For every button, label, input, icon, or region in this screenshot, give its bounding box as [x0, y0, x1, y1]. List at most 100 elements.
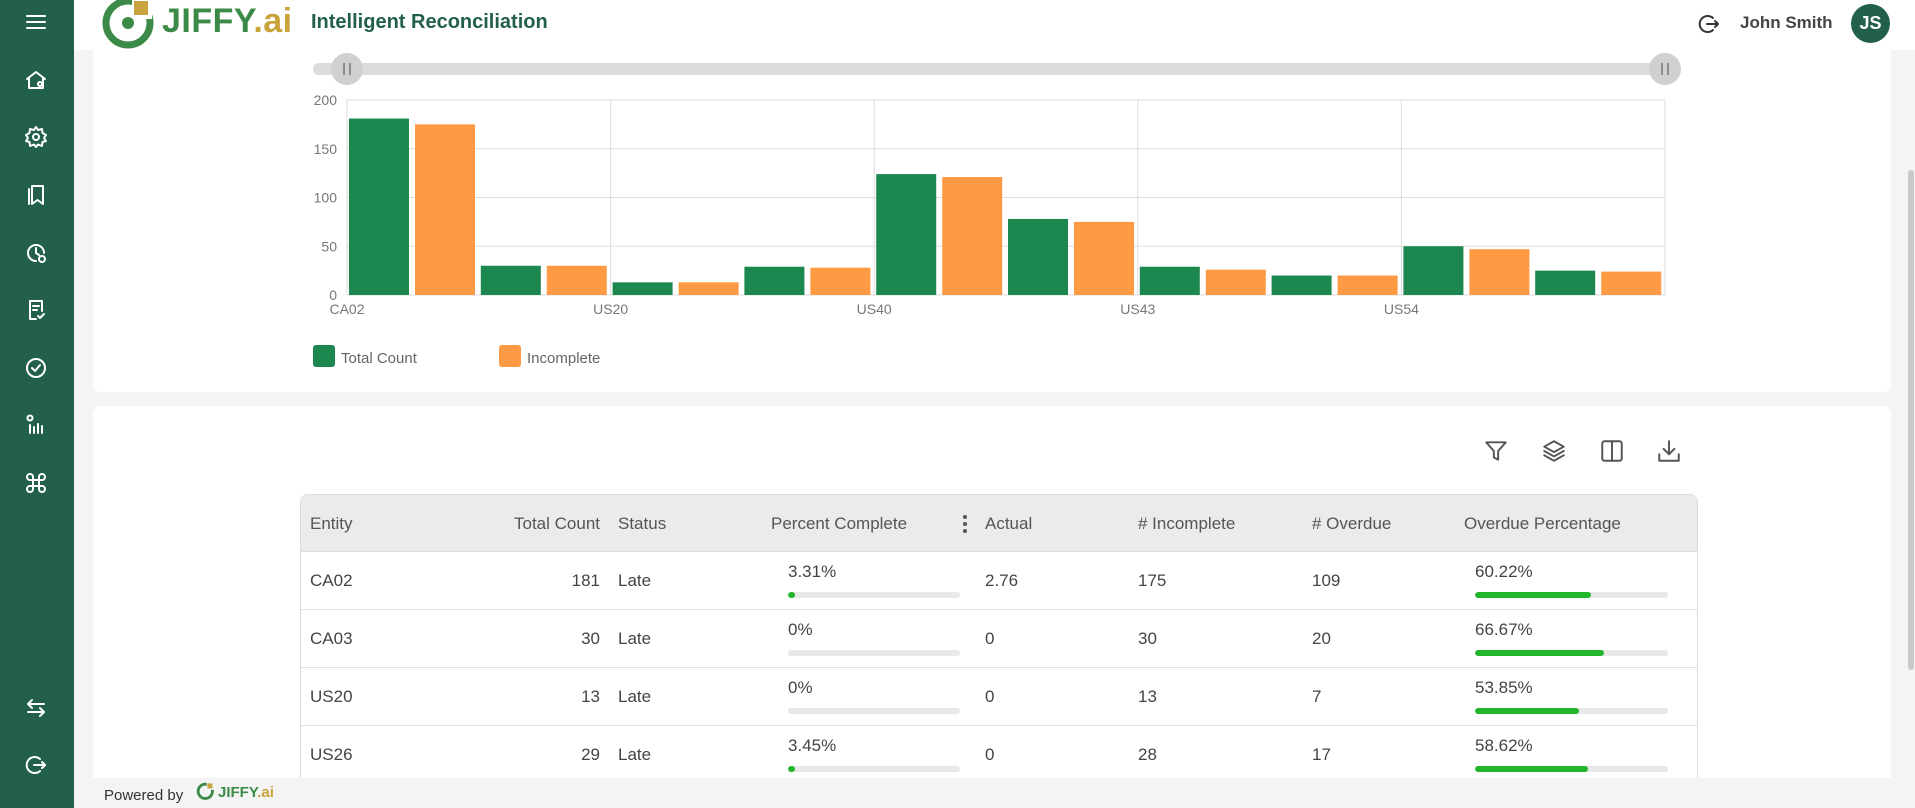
jiffy-logo[interactable]: JIFFY.ai — [102, 0, 293, 50]
cell-incomplete: 175 — [1138, 571, 1167, 590]
command-icon[interactable] — [22, 469, 50, 497]
bar-total-count-us55[interactable] — [1535, 270, 1596, 295]
bookmarks-icon[interactable] — [22, 181, 50, 209]
overdue-percentage-bar — [1475, 592, 1668, 598]
percent-complete-bar-fill — [788, 592, 795, 598]
header-incomplete[interactable]: # Incomplete — [1138, 514, 1236, 533]
page-scrollbar[interactable] — [1908, 170, 1914, 670]
cell-overdue-percentage: 58.62% — [1475, 736, 1533, 755]
layers-icon[interactable] — [1539, 436, 1569, 466]
column-menu-icon[interactable] — [961, 513, 969, 535]
percent-complete-bar — [788, 708, 960, 714]
table-row[interactable]: CA03 30 Late 0% 0 30 20 66.67% — [301, 610, 1697, 668]
header-status[interactable]: Status — [618, 514, 667, 533]
bar-incomplete-us55[interactable] — [1601, 271, 1662, 295]
table-row[interactable]: US20 13 Late 0% 0 13 7 53.85% — [301, 668, 1697, 726]
bar-total-count-us20[interactable] — [612, 282, 673, 295]
header-overdue[interactable]: # Overdue — [1312, 514, 1392, 533]
tasks-icon[interactable] — [22, 296, 50, 324]
overdue-percentage-bar-fill — [1475, 708, 1579, 714]
bar-total-count-us43[interactable] — [1139, 266, 1200, 295]
bar-total-count-us41[interactable] — [1008, 218, 1068, 295]
analytics-icon[interactable] — [22, 411, 50, 439]
header-total-count[interactable]: Total Count — [514, 514, 600, 533]
y-tick-label: 0 — [329, 287, 337, 303]
overdue-percentage-bar-fill — [1475, 592, 1592, 598]
table-row[interactable]: CA02 181 Late 3.31% 2.76 175 109 60.22% — [301, 552, 1697, 610]
cell-actual: 0 — [985, 629, 995, 648]
bar-total-count-us46[interactable] — [1271, 275, 1332, 296]
cell-total-count: 13 — [581, 687, 600, 706]
x-tick-label: US20 — [593, 301, 628, 317]
bar-incomplete-us43[interactable] — [1205, 269, 1266, 295]
legend-label-incomplete[interactable]: Incomplete — [527, 350, 600, 367]
cell-status: Late — [618, 571, 652, 590]
slider-handle-left[interactable] — [331, 53, 363, 85]
bar-total-count-ca02[interactable] — [349, 118, 409, 296]
bar-incomplete-ca03[interactable] — [546, 265, 607, 295]
cell-status: Late — [618, 745, 652, 764]
settings-icon[interactable] — [22, 123, 50, 151]
table-body: CA02 181 Late 3.31% 2.76 175 109 60.22% CA03 30 La… — [301, 552, 1697, 784]
bar-incomplete-us40[interactable] — [942, 177, 1003, 295]
chart-card: 0 50 100 150 200 CA02 US20 US40 US43 US54 Total C… — [93, 50, 1891, 392]
bar-total-count-ca03[interactable] — [480, 265, 541, 295]
header-logout-icon[interactable] — [1697, 12, 1723, 38]
overdue-percentage-bar — [1475, 708, 1668, 714]
table-row[interactable]: US26 29 Late 3.45% 0 28 17 58.62% — [301, 726, 1697, 784]
bar-incomplete-us41[interactable] — [1074, 221, 1134, 295]
schedule-icon[interactable] — [22, 239, 50, 267]
bar-incomplete-ca02[interactable] — [415, 124, 475, 295]
bar-total-count-us26[interactable] — [744, 266, 805, 295]
header-percent-complete[interactable]: Percent Complete — [771, 514, 908, 533]
app-title: Intelligent Reconciliation — [311, 11, 548, 33]
cell-incomplete: 28 — [1138, 745, 1157, 764]
logout-icon[interactable] — [22, 751, 50, 779]
columns-icon[interactable] — [1597, 436, 1627, 466]
footer: Powered by JIFFY.ai — [74, 778, 1915, 808]
cell-status: Late — [618, 629, 652, 648]
header-overdue-percentage[interactable]: Overdue Percentage — [1464, 514, 1621, 533]
user-name[interactable]: John Smith — [1740, 13, 1833, 32]
cell-entity: CA03 — [310, 629, 353, 648]
percent-complete-bar — [788, 650, 960, 656]
cell-total-count: 181 — [571, 571, 600, 590]
check-circle-icon[interactable] — [22, 354, 50, 382]
legend-swatch-incomplete[interactable] — [499, 345, 521, 367]
swap-icon[interactable] — [22, 694, 50, 722]
cell-overdue-percentage: 60.22% — [1475, 562, 1533, 581]
bar-total-count-us40[interactable] — [876, 174, 937, 295]
range-slider[interactable] — [313, 53, 1681, 85]
cell-percent-complete: 0% — [788, 620, 813, 639]
header-entity[interactable]: Entity — [310, 514, 353, 533]
menu-icon[interactable] — [22, 8, 50, 36]
legend-label-total-count[interactable]: Total Count — [341, 350, 418, 367]
y-tick-label: 50 — [321, 238, 337, 254]
bar-incomplete-us46[interactable] — [1337, 275, 1398, 296]
footer-logo-mark-icon — [196, 782, 214, 800]
y-tick-label: 200 — [314, 92, 338, 108]
filter-icon[interactable] — [1481, 436, 1511, 466]
home-icon[interactable] — [22, 66, 50, 94]
bar-total-count-us54[interactable] — [1403, 246, 1464, 295]
download-icon[interactable] — [1654, 436, 1684, 466]
percent-complete-bar-fill — [788, 766, 795, 772]
cell-overdue-percentage: 66.67% — [1475, 620, 1533, 639]
bar-incomplete-us54[interactable] — [1469, 249, 1530, 295]
overdue-percentage-bar — [1475, 766, 1668, 772]
cell-actual: 2.76 — [985, 571, 1019, 590]
slider-track[interactable] — [313, 63, 1663, 75]
cell-overdue-percentage: 53.85% — [1475, 678, 1533, 697]
percent-complete-bar — [788, 592, 960, 598]
cell-entity: US26 — [310, 745, 353, 764]
cell-overdue: 7 — [1312, 687, 1322, 706]
header-actual[interactable]: Actual — [985, 514, 1033, 533]
cell-incomplete: 30 — [1138, 629, 1157, 648]
table-header: Entity Total Count Status Percent Comple… — [301, 495, 1697, 552]
avatar[interactable]: JS — [1851, 4, 1890, 43]
overdue-percentage-bar — [1475, 650, 1668, 656]
bar-incomplete-us26[interactable] — [810, 267, 871, 295]
legend-swatch-total-count[interactable] — [313, 345, 335, 367]
bar-incomplete-us20[interactable] — [678, 282, 739, 295]
slider-handle-right[interactable] — [1649, 53, 1681, 85]
